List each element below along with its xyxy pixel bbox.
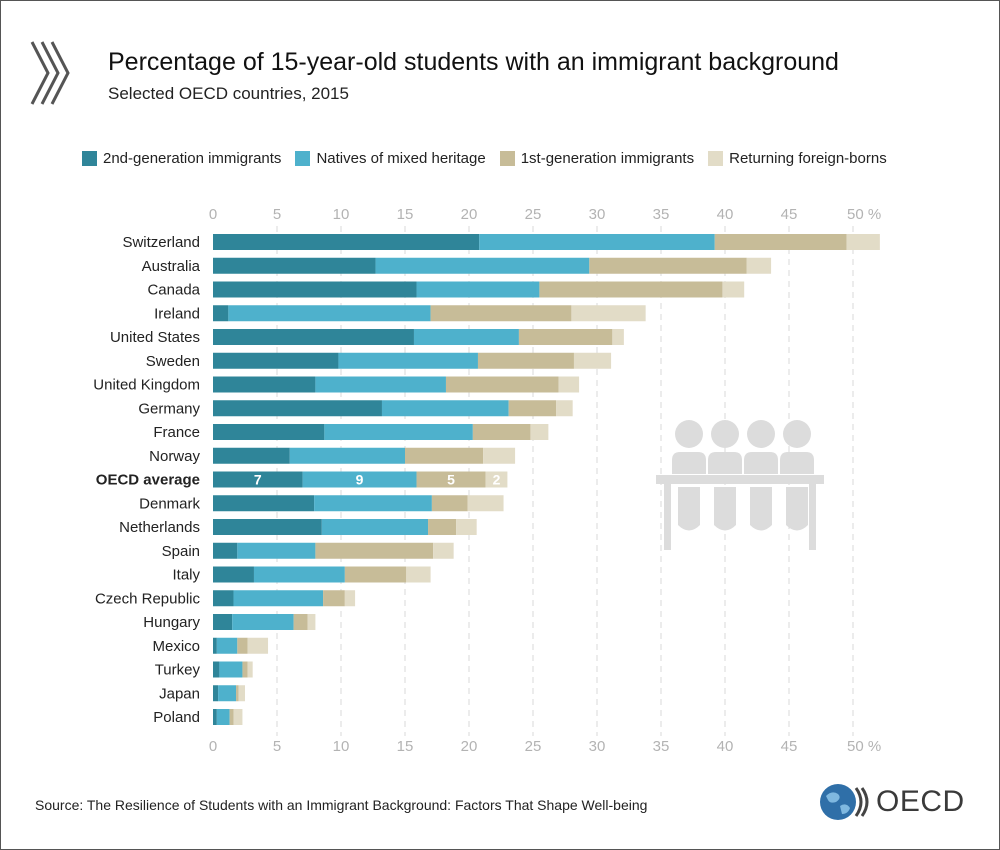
- legend-swatch: [82, 151, 97, 166]
- legend-label: 1st-generation immigrants: [520, 150, 695, 167]
- legend-item-mixed: Natives of mixed heritage: [295, 150, 486, 167]
- oecd-globe-icon: [820, 784, 869, 820]
- legend-label: Returning foreign-borns: [729, 150, 887, 167]
- source-note: Source: The Resilience of Students with …: [35, 797, 648, 813]
- legend-item-returning: Returning foreign-borns: [708, 150, 887, 167]
- legend-swatch: [499, 151, 515, 166]
- legend-item-second-gen: 2nd-generation immigrants: [82, 150, 281, 167]
- legend-swatch: [708, 151, 724, 166]
- oecd-logo-text: OECD: [876, 785, 965, 818]
- legend: 2nd-generation immigrants Natives of mix…: [82, 150, 887, 167]
- legend-label: Natives of mixed heritage: [316, 150, 486, 167]
- oecd-logo: OECD: [818, 782, 965, 822]
- chart-subtitle: Selected OECD countries, 2015: [108, 84, 349, 103]
- legend-label: 2nd-generation immigrants: [103, 150, 282, 167]
- legend-swatch: [295, 151, 311, 166]
- legend-item-first-gen: 1st-generation immigrants: [499, 150, 695, 167]
- chevrons-icon: [30, 41, 70, 105]
- chart-title: Percentage of 15-year-old students with …: [108, 48, 839, 76]
